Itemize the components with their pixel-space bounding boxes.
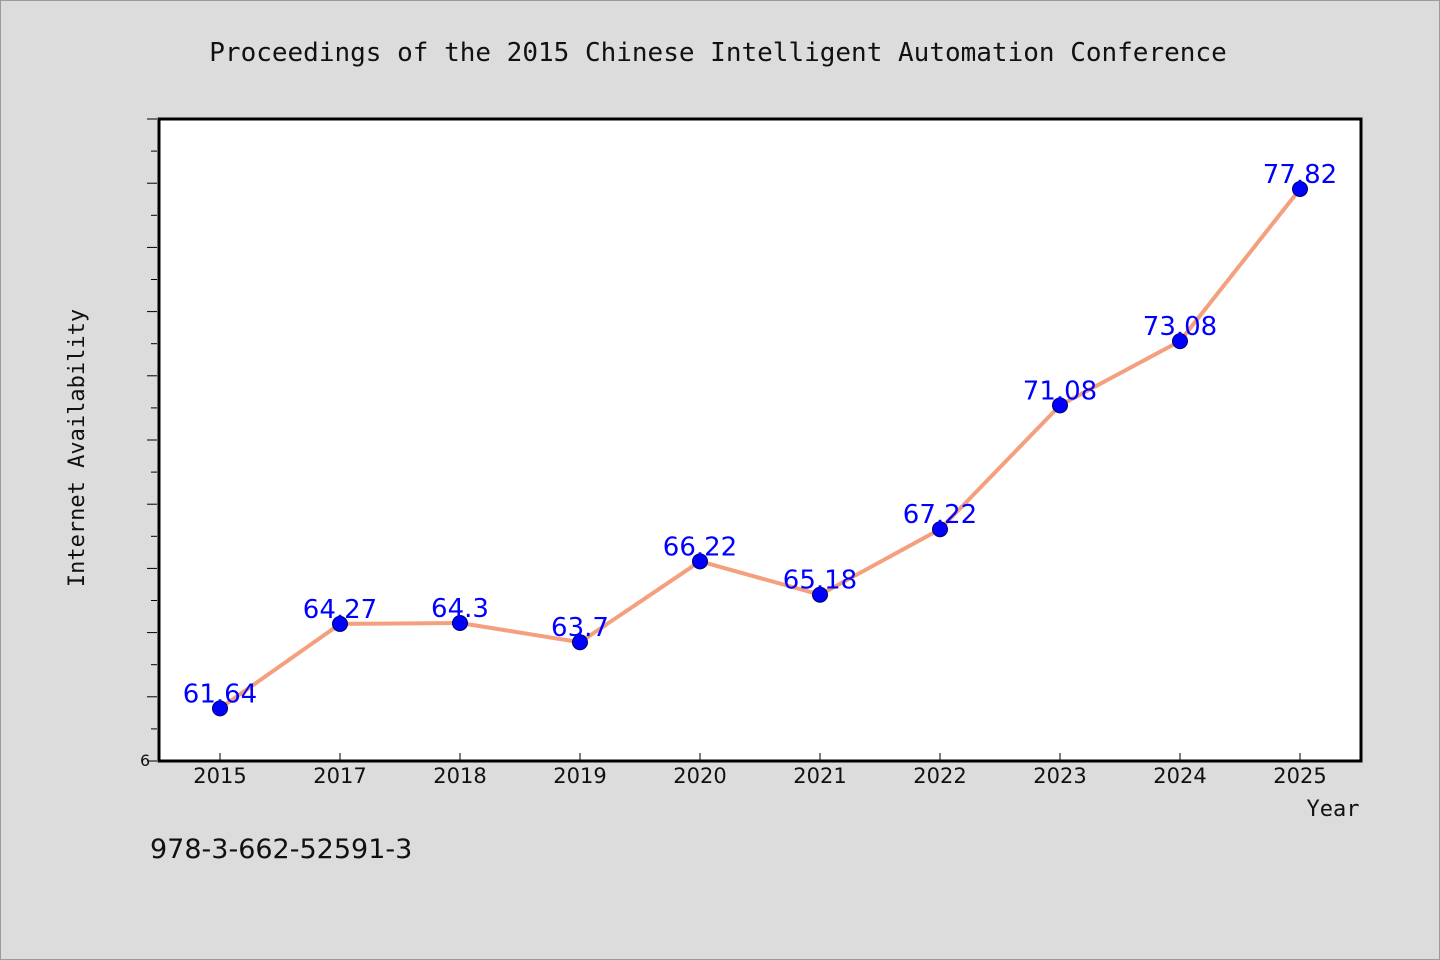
y-tick-label: 6 <box>140 751 150 770</box>
isbn-text: 978-3-662-52591-3 <box>150 834 413 865</box>
x-tick-label: 2017 <box>313 764 366 788</box>
x-axis-label: Year <box>1307 797 1360 822</box>
x-tick-label: 2018 <box>433 764 486 788</box>
chart-title: Proceedings of the 2015 Chinese Intellig… <box>209 38 1226 68</box>
data-point <box>932 521 948 538</box>
x-tick-label: 2024 <box>1153 764 1206 788</box>
data-label: 64.3 <box>431 594 489 624</box>
x-tick-label: 2019 <box>553 764 606 788</box>
x-tick-label: 2025 <box>1273 764 1326 788</box>
x-tick-label: 2022 <box>913 764 966 788</box>
data-label: 67.22 <box>903 500 977 530</box>
data-point <box>1052 397 1068 414</box>
data-point <box>332 615 348 632</box>
y-axis-ticks <box>147 118 157 762</box>
data-point <box>212 700 228 717</box>
data-label: 71.08 <box>1023 376 1097 406</box>
series-layer: 61.64 64.27 64.3 63.7 66.22 65.18 67.22 71.08 73… <box>183 160 1337 717</box>
x-axis: 2015 2017 2018 2019 2020 2021 2022 2023 2024 2025 <box>193 753 1327 788</box>
x-tick-label: 2023 <box>1033 764 1086 788</box>
data-label: 65.18 <box>783 566 857 596</box>
data-label: 73.08 <box>1143 312 1217 342</box>
data-point <box>1172 333 1188 350</box>
y-axis-label: Internet Availability <box>65 309 90 587</box>
series-line <box>218 186 1302 711</box>
x-tick-label: 2021 <box>793 764 846 788</box>
data-label: 66.22 <box>663 532 737 562</box>
plot-area <box>157 117 1363 763</box>
data-label: 77.82 <box>1263 160 1337 190</box>
data-point <box>812 586 828 603</box>
data-point <box>692 553 708 570</box>
x-tick-label: 2020 <box>673 764 726 788</box>
data-label: 64.27 <box>303 595 377 625</box>
data-label: 63.7 <box>551 613 609 643</box>
data-point <box>452 614 468 631</box>
data-point <box>572 634 588 651</box>
x-tick-label: 2015 <box>193 764 246 788</box>
data-label: 61.64 <box>183 679 257 709</box>
data-point <box>1292 180 1308 197</box>
